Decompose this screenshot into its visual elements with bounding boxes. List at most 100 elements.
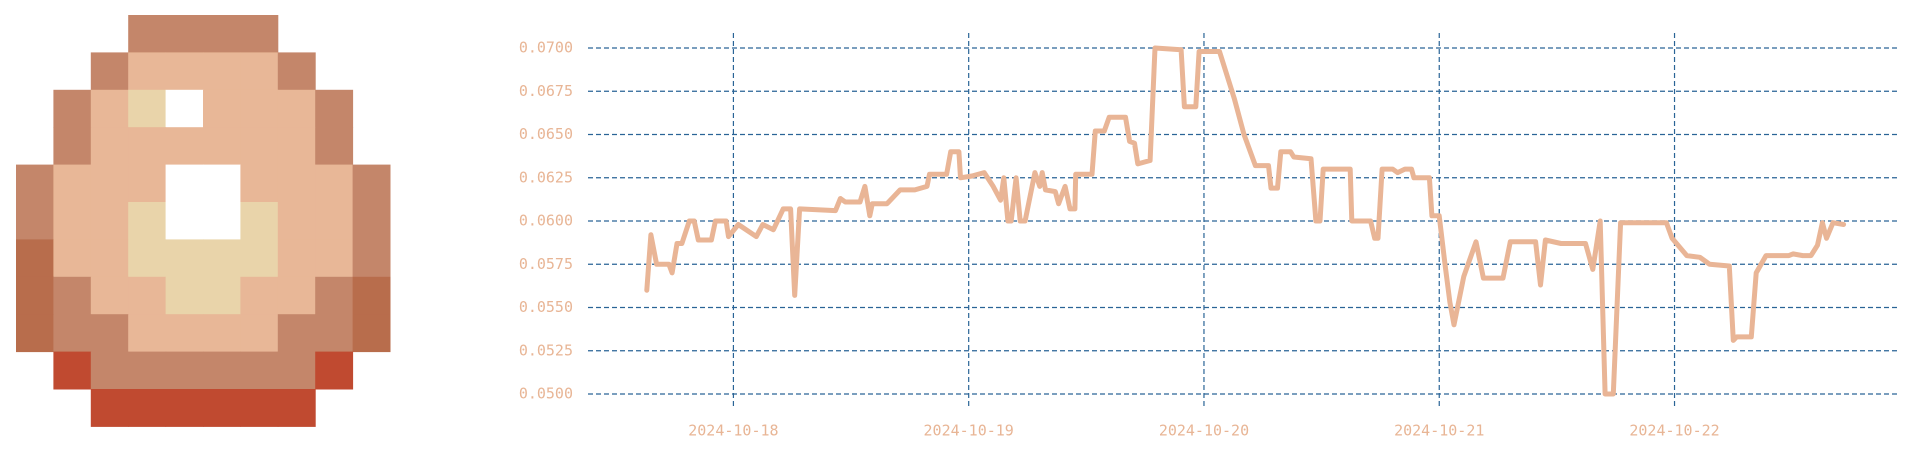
pixel [315,164,354,203]
x-tick-label: 2024-10-18 [688,422,778,440]
pixel [315,202,354,240]
pixel [128,351,167,390]
pixel [203,52,241,91]
pixel [203,389,241,427]
pixel [352,276,391,315]
pixel [128,276,167,315]
pixel [53,351,92,390]
pixel [277,314,316,353]
y-tick-label: 0.0675 [519,82,573,100]
pixel [165,15,204,53]
pixel [277,389,316,427]
pixel [90,52,129,91]
pixel [277,239,316,278]
pixel [165,389,204,427]
y-tick-label: 0.0550 [519,298,573,316]
pixel [315,89,354,128]
pixel [315,239,354,278]
pixel [90,239,129,278]
pixel [203,15,241,53]
pixel [352,202,391,240]
pixel [203,239,241,278]
pixel [203,202,241,240]
pixel [90,389,129,427]
pixel [90,276,129,315]
pixel [277,351,316,390]
y-tick-label: 0.0575 [519,255,573,273]
pixel [128,239,167,278]
pixel [53,276,92,315]
pixel [165,276,204,315]
pixel [16,314,54,353]
pixel [165,202,204,240]
pixel [203,351,241,390]
pixel [128,164,167,203]
x-tick-label: 2024-10-20 [1159,422,1249,440]
pixel [53,202,92,240]
pixel [240,351,279,390]
pixel [128,389,167,427]
pixel [128,15,167,53]
pixel [90,127,129,166]
pixel [53,127,92,166]
pixel [90,202,129,240]
pixel [315,276,354,315]
pixel [240,202,279,240]
pixel [315,127,354,166]
pixel [53,314,92,353]
pixel [16,276,54,315]
pixel [53,89,92,128]
pixel [165,164,204,203]
pixel [240,89,279,128]
y-tick-label: 0.0600 [519,212,573,230]
pixel [165,52,204,91]
pixel [240,389,279,427]
x-tick-label: 2024-10-21 [1394,422,1484,440]
pixel [352,164,391,203]
pixel [203,89,241,128]
pixel [53,239,92,278]
coin-icon [16,15,391,427]
pixel [277,127,316,166]
pixel [352,239,391,278]
pixel [165,89,204,128]
y-tick-label: 0.0700 [519,39,573,57]
pixel [315,351,354,390]
y-tick-label: 0.0525 [519,341,573,359]
pixel [165,127,204,166]
pixel [240,52,279,91]
pixel [240,239,279,278]
y-tick-label: 0.0650 [519,125,573,143]
pixel [128,52,167,91]
pixel [90,164,129,203]
pixel [165,314,204,353]
chart: 0.0500 0.0525 0.0550 0.0575 0.0600 0.0625 0.06… [519,33,1900,440]
pixel [240,314,279,353]
pixel [277,276,316,315]
pixel [53,164,92,203]
y-tick-label: 0.0625 [519,168,573,186]
y-tick-label: 0.0500 [519,385,573,403]
pixel [165,351,204,390]
pixel [240,15,279,53]
pixel [128,89,167,128]
pixel [352,314,391,353]
pixel [203,314,241,353]
pixel [315,314,354,353]
pixel [240,127,279,166]
pixel [165,239,204,278]
series-line [644,45,1847,397]
pixel [90,314,129,353]
pixel [128,127,167,166]
pixel [16,202,54,240]
pixel [90,351,129,390]
pixel [277,52,316,91]
x-tick-label: 2024-10-22 [1629,422,1719,440]
pixel [128,314,167,353]
pixel [203,164,241,203]
pixel [240,276,279,315]
pixel [240,164,279,203]
pixel [128,202,167,240]
pixel [90,89,129,128]
